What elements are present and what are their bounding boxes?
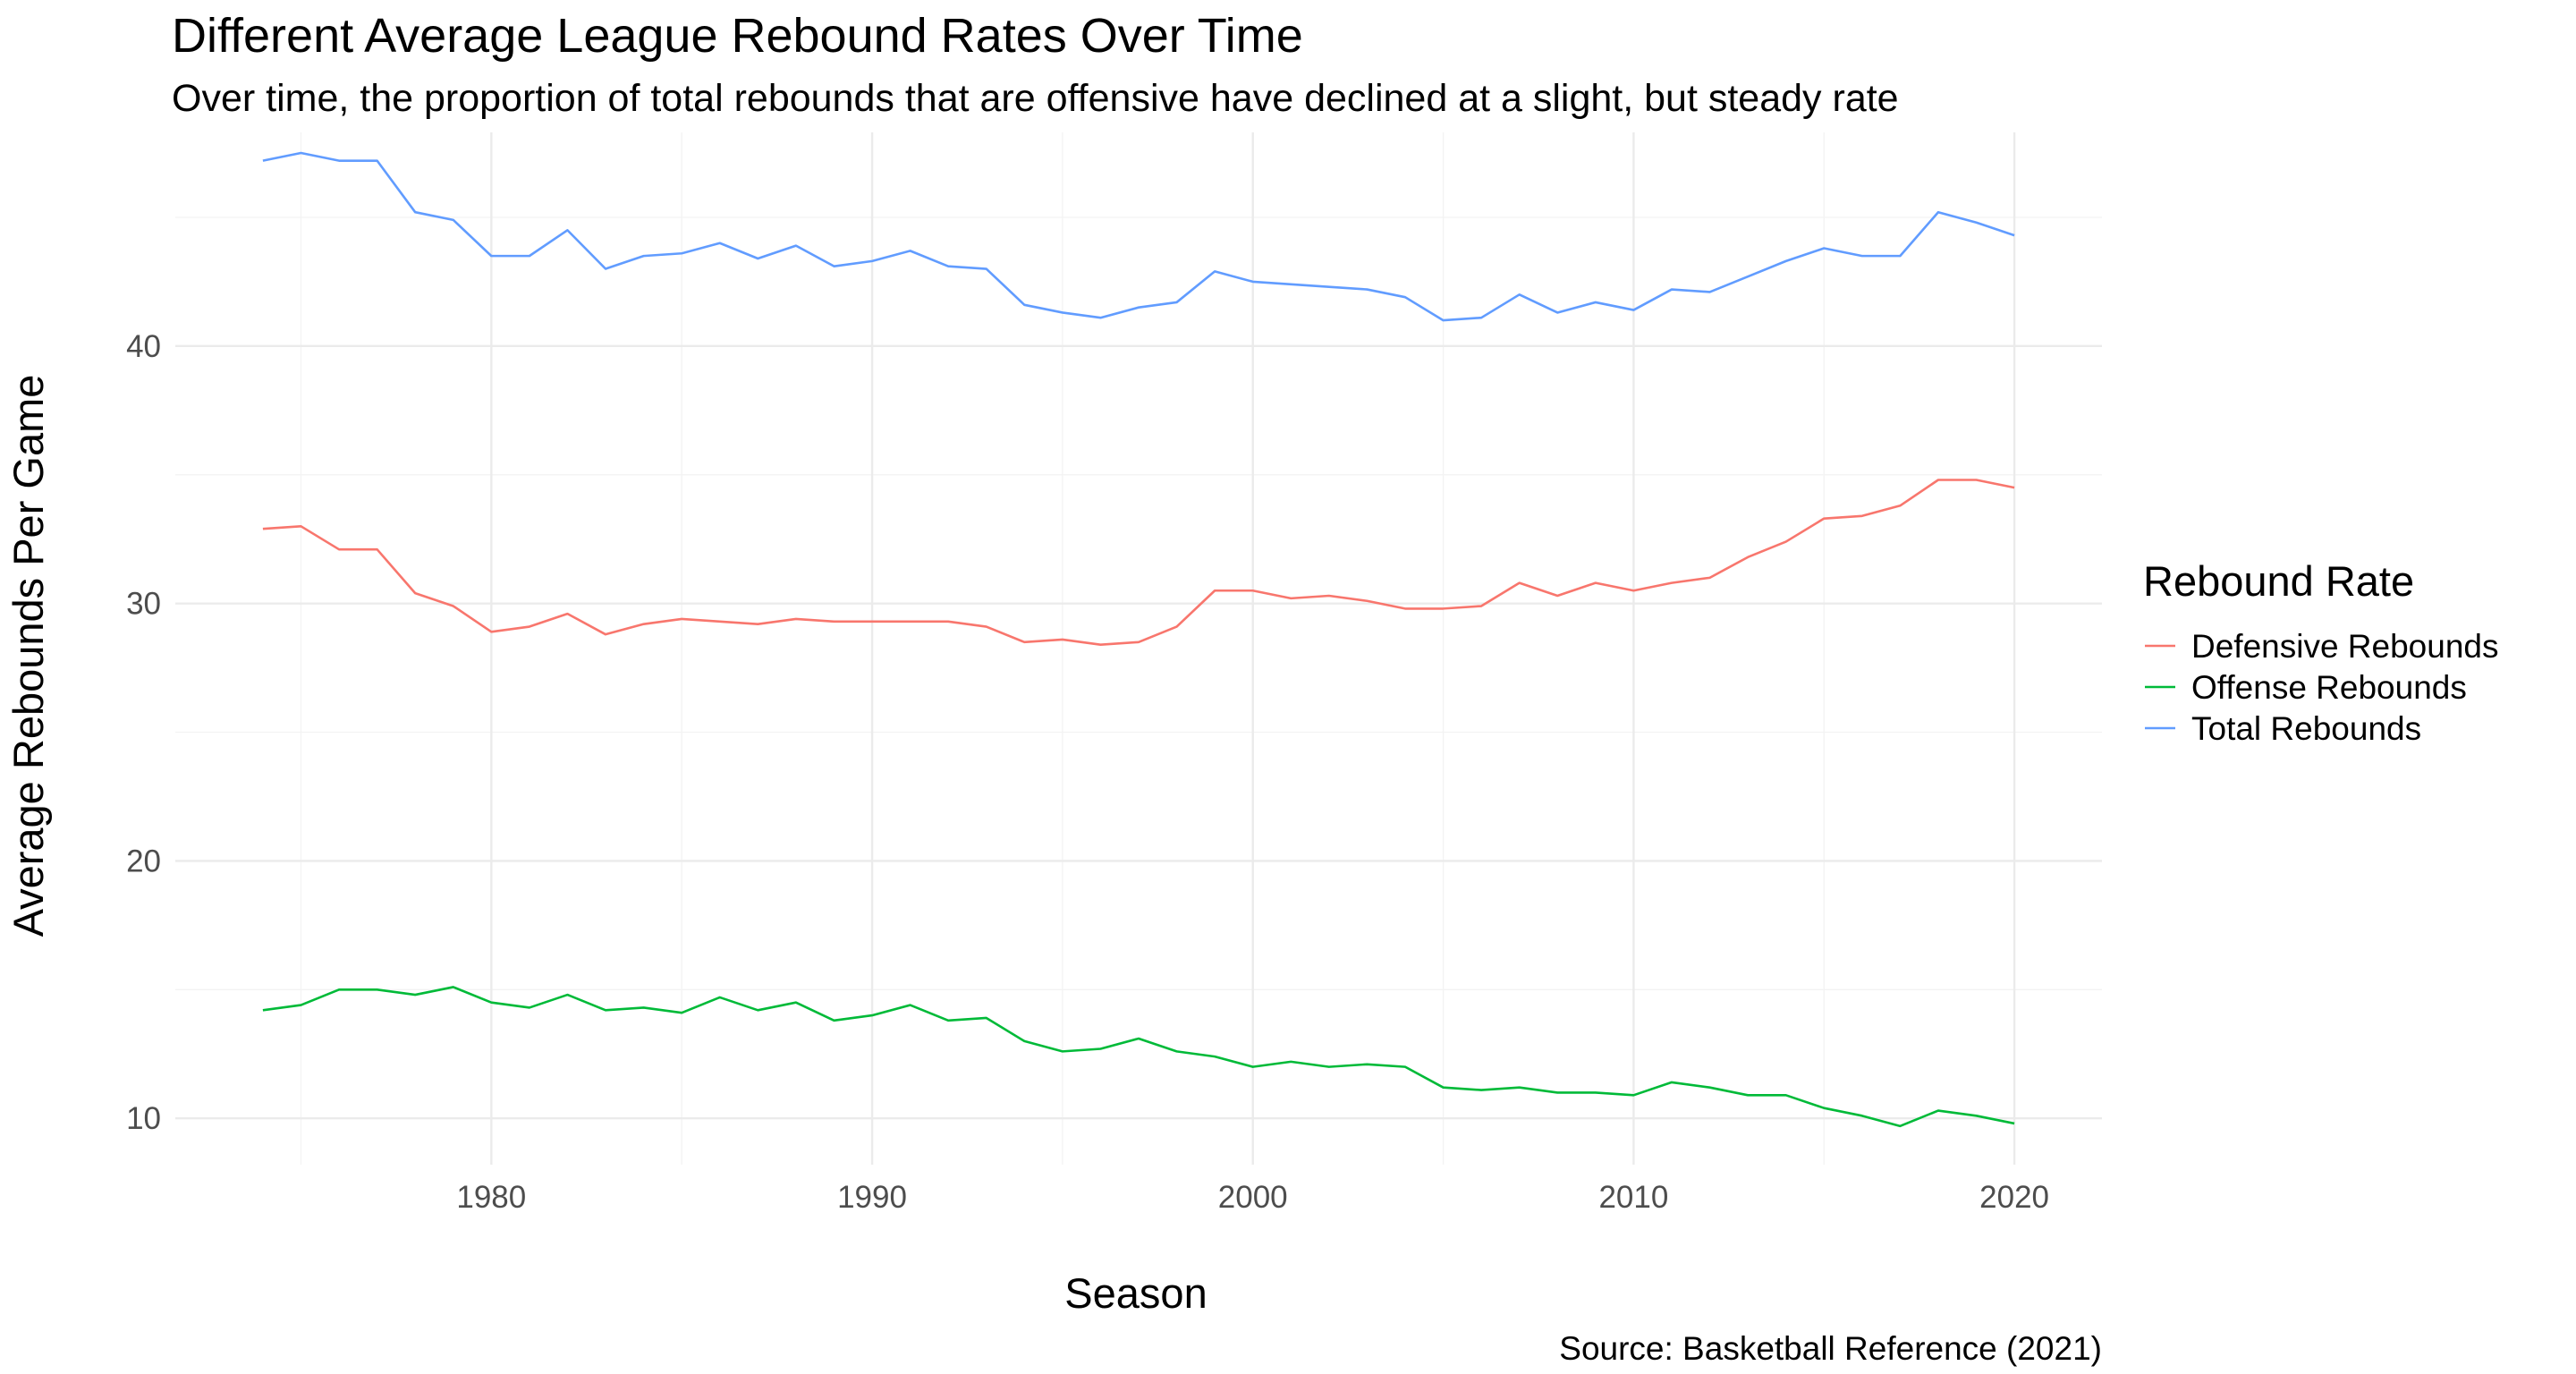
y-tick-label: 40 (126, 329, 161, 364)
minor-gridlines (175, 132, 2102, 1165)
x-tick-label: 1990 (837, 1180, 907, 1215)
legend-items: Defensive Rebounds Offense Rebounds Total … (2145, 628, 2499, 747)
y-tick-label: 30 (126, 587, 161, 622)
series-line-total-rebounds (262, 151, 2015, 322)
x-tick-label: 2010 (1598, 1180, 1668, 1215)
x-axis-tick-labels: 1980 1990 2000 2010 2020 (456, 1180, 2049, 1215)
series-lines (262, 151, 2015, 1128)
chart-subtitle: Over time, the proportion of total rebou… (172, 77, 1899, 120)
legend-label-offense-rebounds: Offense Rebounds (2191, 669, 2467, 706)
y-axis-tick-labels: 10 20 30 40 (126, 329, 161, 1136)
legend-label-defensive-rebounds: Defensive Rebounds (2191, 628, 2499, 665)
x-tick-label: 2020 (1979, 1180, 2049, 1215)
y-tick-label: 20 (126, 844, 161, 878)
legend: Rebound Rate Defensive Rebounds Offense R… (2143, 557, 2499, 747)
major-gridlines (175, 132, 2102, 1165)
x-axis-title: Season (1064, 1269, 1207, 1317)
y-axis-title: Average Rebounds Per Game (4, 375, 52, 937)
chart-caption: Source: Basketball Reference (2021) (1559, 1330, 2102, 1367)
legend-label-total-rebounds: Total Rebounds (2191, 710, 2421, 747)
series-line-defensive-rebounds (262, 479, 2015, 646)
legend-title: Rebound Rate (2143, 557, 2414, 605)
y-tick-label: 10 (126, 1101, 161, 1136)
series-line-offense-rebounds (262, 986, 2015, 1128)
x-tick-label: 1980 (456, 1180, 526, 1215)
x-tick-label: 2000 (1218, 1180, 1288, 1215)
chart-title: Different Average League Rebound Rates O… (172, 9, 1303, 63)
